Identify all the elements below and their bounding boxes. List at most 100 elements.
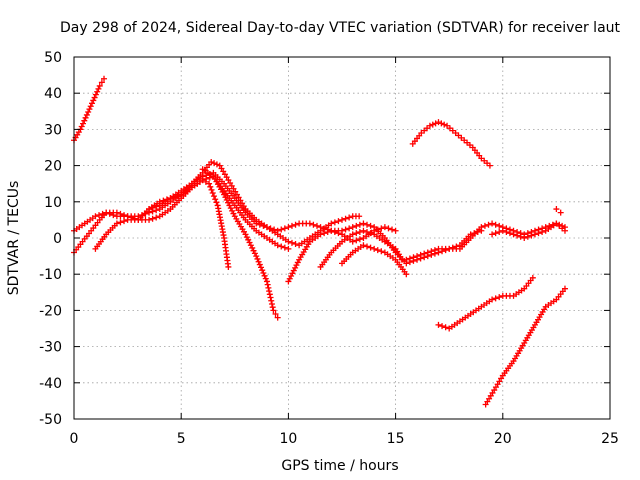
series-arc-8	[317, 227, 406, 270]
data-point	[489, 296, 496, 303]
data-point	[149, 215, 156, 222]
data-point	[269, 304, 276, 311]
y-tick-label: -20	[39, 303, 62, 319]
series-arc-15	[482, 285, 568, 408]
series-arc-9	[339, 242, 410, 278]
data-point	[292, 264, 299, 271]
data-point	[417, 251, 424, 258]
data-point	[403, 256, 410, 263]
data-point	[378, 248, 385, 255]
data-point	[208, 158, 215, 165]
data-point	[82, 114, 89, 121]
data-point	[263, 278, 270, 285]
data-point	[428, 248, 435, 255]
y-tick-label: -50	[39, 412, 62, 428]
data-point	[153, 203, 160, 210]
data-point	[256, 221, 263, 228]
data-point	[360, 242, 367, 249]
data-point	[117, 219, 124, 226]
data-point	[342, 215, 349, 222]
y-tick-label: 0	[53, 231, 62, 247]
data-point	[95, 85, 102, 92]
x-tick-label: 10	[279, 431, 297, 447]
data-point	[424, 249, 431, 256]
data-point	[339, 216, 345, 223]
data-point	[208, 186, 215, 193]
data-point	[503, 228, 510, 235]
x-tick-label: 20	[494, 431, 512, 447]
data-point	[453, 243, 460, 250]
grid	[74, 57, 610, 419]
data-point	[285, 245, 292, 252]
data-point	[285, 278, 292, 285]
data-point	[346, 225, 353, 232]
data-point	[210, 193, 217, 200]
y-tick-label: 40	[44, 86, 62, 102]
data-point	[353, 222, 360, 229]
data-point	[247, 242, 254, 249]
data-point	[429, 121, 436, 128]
data-point	[389, 226, 396, 233]
data-point	[356, 221, 363, 228]
data-point	[278, 243, 285, 250]
data-point	[258, 264, 265, 271]
data-point	[285, 224, 292, 231]
data-point	[471, 230, 478, 237]
data-point	[92, 213, 99, 220]
data-point	[268, 300, 275, 307]
data-point	[449, 244, 456, 251]
data-point	[381, 224, 388, 231]
data-point	[243, 234, 250, 241]
data-point	[335, 218, 342, 225]
data-point	[78, 123, 85, 130]
y-tick-label: 20	[44, 159, 62, 175]
data-point	[356, 228, 363, 235]
data-point	[91, 94, 98, 101]
data-point	[99, 210, 106, 217]
data-point	[441, 121, 448, 128]
data-point	[242, 231, 249, 238]
data-point	[253, 253, 260, 260]
data-point	[353, 237, 360, 244]
data-point	[117, 210, 124, 217]
data-point	[321, 230, 328, 237]
data-point	[212, 196, 219, 203]
data-point	[528, 232, 535, 239]
data-point	[245, 236, 252, 243]
y-tick-label: 10	[44, 195, 62, 211]
data-point	[87, 103, 94, 110]
data-point	[259, 267, 266, 274]
y-tick-label: -40	[39, 376, 62, 392]
data-point	[149, 204, 156, 211]
data-point	[349, 224, 356, 231]
series-arc-1	[71, 75, 108, 144]
data-point	[356, 236, 363, 243]
series-arc-14	[435, 274, 536, 332]
data-point	[274, 314, 281, 321]
data-point	[435, 119, 442, 126]
data-point	[353, 230, 360, 237]
data-series	[71, 75, 568, 408]
data-point	[256, 261, 263, 268]
data-point	[121, 212, 128, 219]
data-point	[561, 285, 568, 292]
data-point	[553, 206, 560, 213]
data-point	[356, 213, 363, 220]
data-point	[410, 254, 417, 261]
x-tick-label: 25	[601, 431, 619, 447]
series-arc-4	[92, 177, 232, 270]
data-point	[385, 225, 392, 232]
data-point	[539, 228, 546, 235]
data-point	[432, 120, 439, 127]
data-point	[265, 284, 272, 291]
data-point	[335, 230, 342, 237]
data-point	[203, 175, 210, 182]
data-point	[89, 100, 96, 107]
data-point	[289, 270, 296, 277]
x-axis-label: GPS time / hours	[281, 458, 398, 474]
data-point	[392, 227, 399, 234]
data-point	[364, 243, 371, 250]
data-point	[328, 227, 335, 234]
data-point	[171, 193, 178, 200]
